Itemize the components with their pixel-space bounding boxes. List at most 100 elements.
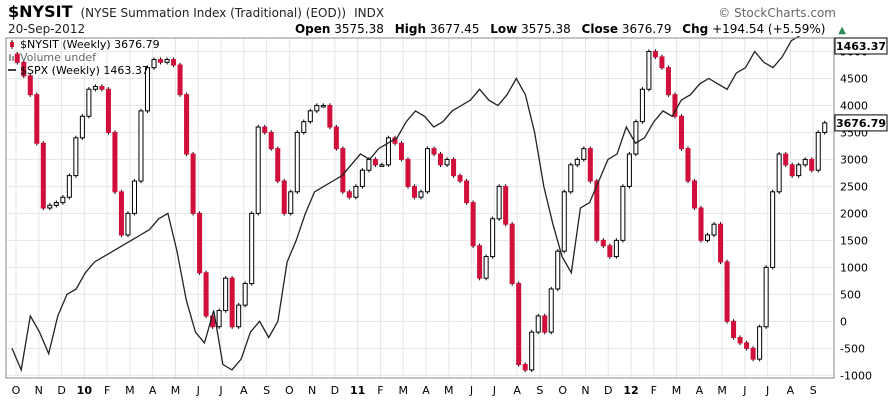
candle-down (522, 364, 528, 371)
candle-up (822, 122, 828, 133)
quote-date: 20-Sep-2012 (8, 22, 86, 36)
candle-down (438, 153, 444, 166)
candle-up (633, 121, 639, 155)
candle-down (333, 126, 339, 150)
candle-up (802, 158, 808, 166)
symbol-description: (NYSE Summation Index (Traditional) (EOD… (80, 6, 347, 20)
candle-up (561, 191, 567, 252)
candle-up (711, 223, 717, 236)
candle-down (229, 277, 235, 328)
open-label: Open (294, 22, 331, 36)
candle-down (431, 148, 437, 155)
x-tick-label: A (240, 384, 248, 397)
candle-up (757, 326, 763, 360)
candle-down (672, 94, 678, 117)
candle-down (21, 61, 27, 77)
candle-up (613, 239, 619, 258)
candle-up (353, 185, 359, 198)
candle-up (815, 131, 821, 171)
candle-down (594, 180, 600, 241)
x-tick-label: O (558, 384, 567, 397)
candle-down (698, 207, 704, 241)
candle-up (255, 126, 261, 214)
x-tick-label: A (787, 384, 795, 397)
high-label: High (394, 22, 426, 36)
x-tick-label: F (651, 384, 657, 397)
open-value: 3575.38 (334, 22, 384, 36)
candle-down (600, 239, 606, 247)
candle-down (724, 261, 730, 322)
legend-volume-icon (9, 54, 11, 61)
candle-up (138, 110, 144, 182)
candle-down (750, 347, 756, 360)
candle-down (509, 223, 515, 285)
candle-down (503, 185, 509, 225)
candle-up (424, 148, 431, 193)
candle-up (288, 191, 294, 214)
candle-up (79, 115, 85, 139)
x-tick-label: J (196, 384, 200, 397)
candle-down (177, 64, 183, 96)
candle-up (301, 121, 307, 133)
candle-down (99, 86, 105, 90)
candle-up (529, 331, 535, 371)
exchange-label: INDX (354, 6, 385, 20)
candle-down (105, 88, 111, 133)
candle-up (60, 196, 66, 204)
candle-down (158, 59, 164, 63)
x-tick-label: 10 (77, 384, 93, 397)
candle-down (718, 223, 724, 263)
y-tick-label: 4500 (840, 72, 868, 85)
candle-up (359, 169, 365, 187)
price-chart-svg[interactable]: -1000-5000500100015002000250030003500400… (0, 26, 894, 405)
candle-down (184, 94, 190, 155)
low-label: Low (490, 22, 518, 36)
candle-down (685, 148, 691, 182)
candle-up (568, 164, 574, 193)
legend-entry: Volume undef (20, 51, 97, 64)
high-value: 3677.45 (429, 22, 480, 36)
ohlc-readout: Open 3575.38 High 3677.45 Low 3575.38 Cl… (295, 22, 846, 36)
chart-header: $NYSIT (NYSE Summation Index (Traditiona… (0, 0, 894, 40)
candle-down (190, 153, 196, 214)
x-tick-label: J (492, 384, 496, 397)
candle-up (385, 137, 391, 166)
x-tick-label: M (171, 384, 181, 397)
candle-up (548, 288, 554, 333)
candle-up (490, 218, 496, 258)
chart-area[interactable]: -1000 -500 0 500 1000 1500 2000 2500 3000 3500 400… (0, 26, 894, 405)
legend-entry: $SPX (Weekly) 1463.37 (20, 64, 149, 77)
candle-down (340, 148, 346, 193)
candle-down (40, 142, 46, 209)
y-tick-label: 2500 (840, 180, 868, 193)
y-tick-label: 3000 (840, 153, 868, 166)
candle-down (171, 59, 177, 66)
candle-down (275, 148, 281, 182)
y-tick-label: 1000 (840, 261, 868, 274)
x-tick-label: M (444, 384, 454, 397)
y-tick-label: 4000 (840, 99, 868, 112)
candle-down (477, 245, 483, 279)
candle-up (125, 212, 131, 236)
legend-candle-icon (10, 42, 14, 47)
candle-down (27, 75, 33, 96)
close-label: Close (581, 22, 618, 36)
x-tick-label: D (57, 384, 65, 397)
x-tick-label: D (331, 384, 339, 397)
brand-watermark[interactable]: © StockCharts.com (718, 6, 836, 20)
x-tick-label: D (604, 384, 612, 397)
candle-up (144, 67, 151, 112)
candle-up (626, 153, 632, 187)
candle-up (294, 131, 300, 193)
x-tick-label: A (149, 384, 157, 397)
candle-up (776, 153, 782, 193)
candle-down (327, 104, 333, 128)
candle-up (639, 88, 645, 123)
candle-up (574, 158, 580, 166)
candle-up (66, 175, 72, 198)
candle-down (203, 272, 209, 317)
candle-up (379, 164, 385, 167)
y-tick-label: 0 (840, 315, 847, 328)
candle-up (216, 310, 222, 328)
candle-up (366, 158, 372, 171)
